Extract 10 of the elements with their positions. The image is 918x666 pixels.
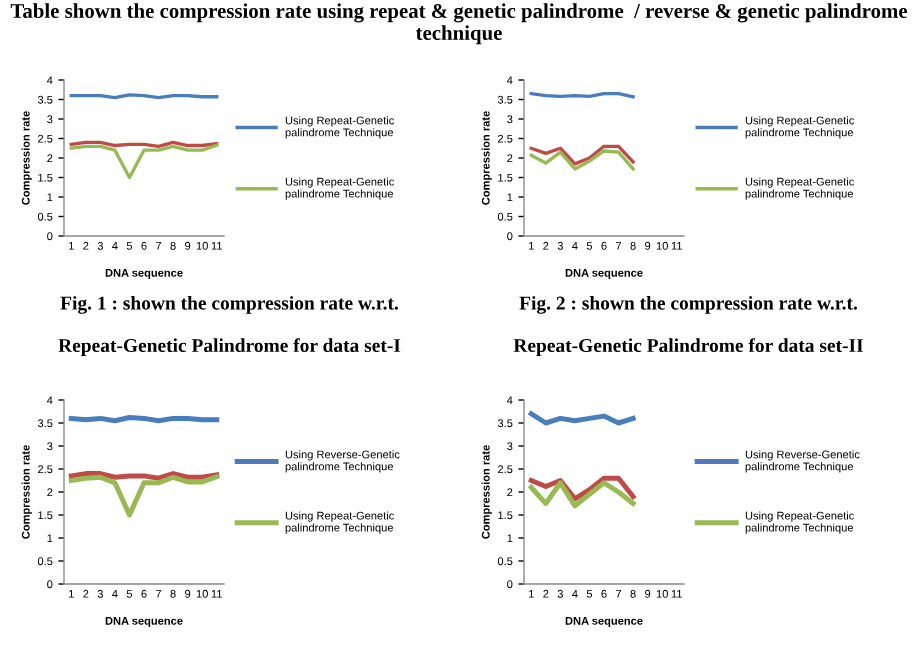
line-series: [68, 474, 220, 518]
caption: Fig. 1 : shown the compression rate w.r.t.: [60, 296, 398, 314]
text: Table shown the compression rate using repeat & genetic palindrome / reverse & genetic palindrome technique: [10, 3, 908, 45]
chart-title: Repeat-Genetic Palindrome for data set-I: [58, 338, 401, 356]
line-series: [528, 480, 636, 509]
line-series: [529, 144, 635, 166]
caption: Fig. 2 : shown the compression rate w.r.t.: [519, 296, 857, 314]
line-series: [69, 143, 219, 180]
line-series: [529, 149, 635, 171]
chart-title: Repeat-Genetic Palindrome for data set-II: [513, 338, 863, 356]
